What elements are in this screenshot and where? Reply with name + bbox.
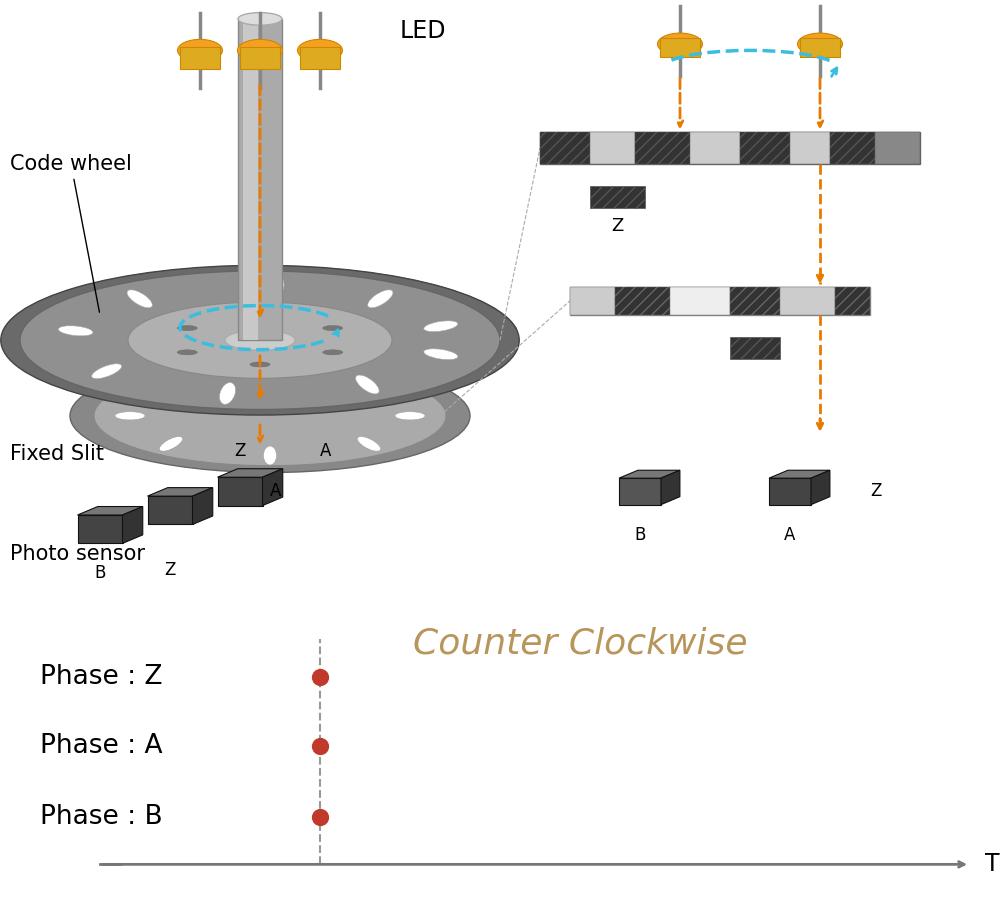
Text: Time: Time	[985, 852, 1000, 877]
Bar	[238, 19, 282, 340]
Bar	[660, 38, 700, 57]
Bar	[218, 477, 262, 506]
Bar	[540, 132, 920, 164]
Polygon shape	[148, 488, 213, 496]
Ellipse shape	[220, 382, 235, 404]
Point	[312, 738, 328, 752]
Bar	[780, 286, 835, 315]
Ellipse shape	[238, 13, 282, 25]
Bar	[590, 186, 645, 208]
Text: Photo sensor: Photo sensor	[10, 544, 145, 564]
Bar	[243, 19, 258, 340]
Polygon shape	[218, 469, 283, 477]
Text: A: A	[320, 442, 331, 460]
Bar	[619, 478, 661, 505]
Polygon shape	[769, 470, 830, 478]
Ellipse shape	[263, 446, 276, 465]
Polygon shape	[262, 469, 283, 506]
Ellipse shape	[798, 33, 842, 55]
Text: Phase : A: Phase : A	[40, 733, 162, 759]
Ellipse shape	[269, 275, 284, 297]
Bar	[180, 48, 220, 69]
Bar	[830, 132, 875, 164]
Text: A: A	[784, 526, 796, 544]
Ellipse shape	[178, 40, 222, 61]
Polygon shape	[811, 470, 830, 505]
Ellipse shape	[177, 350, 197, 355]
Ellipse shape	[20, 271, 500, 410]
Text: Code wheel: Code wheel	[10, 154, 132, 312]
Ellipse shape	[395, 411, 425, 420]
Ellipse shape	[357, 381, 381, 395]
Bar	[300, 48, 340, 69]
Polygon shape	[122, 507, 143, 544]
Ellipse shape	[70, 359, 470, 472]
Ellipse shape	[250, 313, 270, 319]
Point	[312, 670, 328, 684]
Text: Counter Clockwise: Counter Clockwise	[413, 626, 747, 661]
Ellipse shape	[58, 326, 93, 336]
Bar	[730, 286, 780, 315]
Text: Phase : B: Phase : B	[40, 804, 163, 830]
Bar	[540, 132, 590, 164]
Bar	[875, 132, 920, 164]
Ellipse shape	[368, 290, 393, 308]
Text: Z: Z	[164, 561, 176, 579]
Bar	[78, 515, 122, 544]
Polygon shape	[78, 507, 143, 515]
Bar	[240, 48, 280, 69]
Text: Z: Z	[870, 482, 881, 500]
Text: Z: Z	[611, 218, 624, 236]
Bar	[690, 132, 740, 164]
Bar	[730, 338, 780, 359]
Point	[312, 810, 328, 824]
Ellipse shape	[356, 375, 379, 394]
Text: B: B	[94, 563, 106, 582]
Polygon shape	[192, 488, 213, 525]
Ellipse shape	[264, 366, 276, 385]
Text: B: B	[634, 526, 646, 544]
Text: Z: Z	[234, 442, 246, 460]
Ellipse shape	[128, 302, 392, 378]
Ellipse shape	[92, 364, 122, 379]
Ellipse shape	[127, 290, 152, 308]
Bar	[790, 132, 830, 164]
Text: LED: LED	[400, 20, 446, 43]
Bar	[590, 132, 635, 164]
Bar	[769, 478, 811, 505]
Bar	[148, 496, 192, 525]
Bar	[615, 286, 670, 315]
Ellipse shape	[238, 40, 283, 61]
Text: Phase : Z: Phase : Z	[40, 664, 162, 690]
Text: Fixed Slit: Fixed Slit	[10, 444, 104, 464]
Ellipse shape	[323, 326, 343, 330]
Ellipse shape	[177, 326, 197, 330]
Polygon shape	[619, 470, 680, 478]
Ellipse shape	[323, 350, 343, 355]
Ellipse shape	[250, 362, 270, 367]
Bar	[570, 286, 870, 315]
Text: A: A	[270, 482, 281, 500]
Ellipse shape	[424, 349, 458, 360]
Ellipse shape	[115, 411, 145, 420]
Ellipse shape	[94, 366, 446, 465]
Ellipse shape	[1, 266, 519, 415]
Bar	[800, 38, 840, 57]
Ellipse shape	[298, 40, 342, 61]
Polygon shape	[661, 470, 680, 505]
Bar	[570, 286, 615, 315]
Ellipse shape	[159, 381, 183, 395]
Bar	[670, 286, 730, 315]
Bar	[635, 132, 690, 164]
Ellipse shape	[159, 436, 183, 451]
Ellipse shape	[424, 320, 458, 331]
Ellipse shape	[658, 33, 702, 55]
Bar	[835, 286, 870, 315]
Bar	[740, 132, 790, 164]
Ellipse shape	[357, 436, 381, 451]
Ellipse shape	[225, 330, 295, 350]
